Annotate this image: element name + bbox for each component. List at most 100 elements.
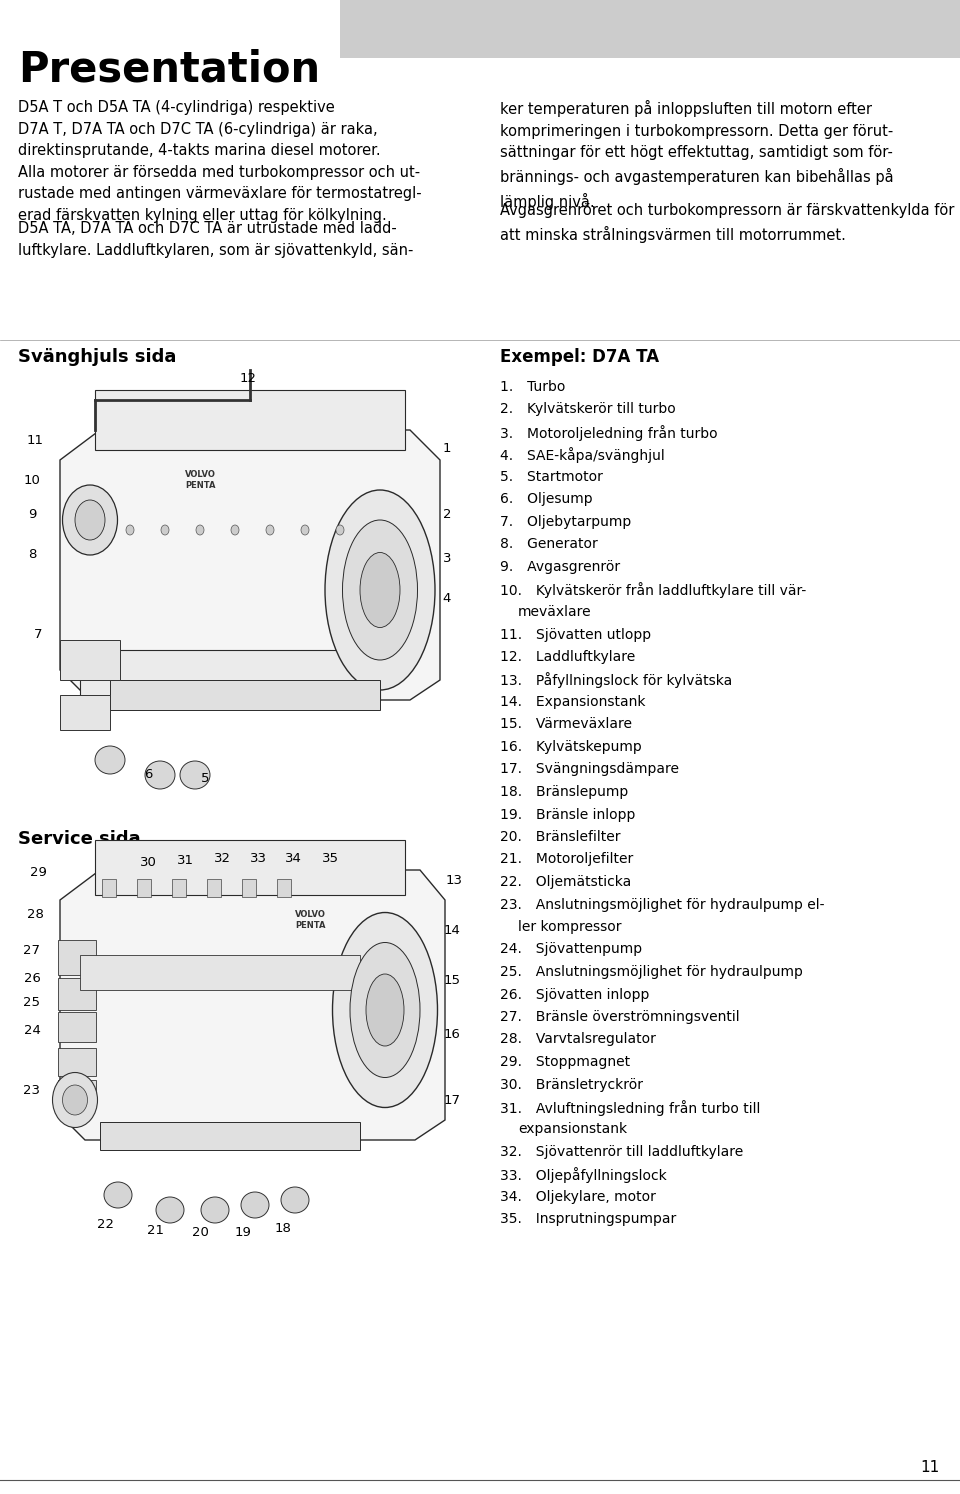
Text: 33: 33 (250, 852, 267, 865)
Bar (137, 878, 151, 896)
Text: meväxlare: meväxlare (518, 605, 591, 619)
Bar (95, 840, 405, 895)
Polygon shape (60, 870, 445, 1140)
Text: 1. Turbo: 1. Turbo (500, 379, 565, 394)
Text: 30: 30 (139, 856, 156, 868)
Text: 19. Bränsle inlopp: 19. Bränsle inlopp (500, 807, 636, 822)
Bar (110, 680, 380, 710)
Bar (80, 650, 380, 701)
Text: Avgasgrenröret och turbokompressorn är färskvattenkylda för att minska strålning: Avgasgrenröret och turbokompressorn är f… (500, 203, 954, 244)
Ellipse shape (301, 524, 309, 535)
Text: 3: 3 (443, 551, 451, 565)
Text: 15. Värmeväxlare: 15. Värmeväxlare (500, 717, 632, 732)
Text: 31. Avluftningsledning från turbo till: 31. Avluftningsledning från turbo till (500, 1100, 760, 1116)
Ellipse shape (366, 974, 404, 1046)
Text: 6: 6 (144, 768, 153, 781)
Polygon shape (60, 430, 440, 701)
Bar (58, 1080, 96, 1106)
Bar (58, 1047, 96, 1076)
Bar (340, 0, 960, 58)
Text: 22: 22 (97, 1219, 113, 1231)
Text: 12: 12 (239, 372, 256, 384)
Bar (58, 1011, 96, 1041)
Text: 14: 14 (444, 923, 461, 937)
Ellipse shape (343, 520, 418, 660)
Text: 21: 21 (147, 1224, 163, 1237)
Text: 16: 16 (444, 1028, 461, 1041)
Ellipse shape (156, 1197, 184, 1224)
Ellipse shape (145, 760, 175, 789)
Text: D5A TA, D7A TA och D7C TA är utrustade med ladd-
luftkylare. Laddluftkylaren, so: D5A TA, D7A TA och D7C TA är utrustade m… (18, 221, 414, 257)
Text: 16. Kylvätskepump: 16. Kylvätskepump (500, 740, 641, 754)
Text: 25: 25 (23, 995, 40, 1008)
Text: 21. Motoroljefilter: 21. Motoroljefilter (500, 853, 634, 867)
Text: 1: 1 (443, 442, 451, 454)
Ellipse shape (336, 524, 344, 535)
Ellipse shape (62, 1085, 87, 1115)
Text: 17: 17 (444, 1094, 461, 1107)
Ellipse shape (360, 553, 400, 627)
Text: expansionstank: expansionstank (518, 1122, 627, 1137)
Ellipse shape (75, 500, 105, 539)
Text: 27. Bränsle överströmningsventil: 27. Bränsle överströmningsventil (500, 1010, 739, 1023)
Text: 11. Sjövatten utlopp: 11. Sjövatten utlopp (500, 627, 651, 641)
Text: 33. Oljepåfyllningslock: 33. Oljepåfyllningslock (500, 1167, 667, 1183)
Text: 5. Startmotor: 5. Startmotor (500, 471, 603, 484)
Text: Service sida: Service sida (18, 831, 140, 849)
Text: 35: 35 (322, 852, 339, 865)
Text: VOLVO
PENTA: VOLVO PENTA (295, 910, 325, 929)
Bar (277, 878, 291, 896)
Bar (58, 940, 96, 976)
Text: 11: 11 (921, 1460, 940, 1475)
Text: 8: 8 (28, 548, 36, 562)
Text: 18: 18 (275, 1222, 292, 1234)
Text: 27: 27 (23, 944, 40, 956)
Text: 17. Svängningsdämpare: 17. Svängningsdämpare (500, 762, 679, 777)
Text: 13: 13 (445, 874, 463, 886)
Ellipse shape (161, 524, 169, 535)
Text: D5A T och D5A TA (4-cylindriga) respektive
D7A T, D7A TA och D7C TA (6-cylindrig: D5A T och D5A TA (4-cylindriga) respekti… (18, 100, 421, 223)
Text: 23. Anslutningsmöjlighet för hydraulpump el-: 23. Anslutningsmöjlighet för hydraulpump… (500, 898, 825, 911)
Text: 6. Oljesump: 6. Oljesump (500, 493, 592, 506)
Text: 9. Avgasgrenrör: 9. Avgasgrenrör (500, 560, 620, 574)
Text: 3. Motoroljeledning från turbo: 3. Motoroljeledning från turbo (500, 424, 718, 441)
Bar (207, 878, 221, 896)
Ellipse shape (266, 524, 274, 535)
Text: 8. Generator: 8. Generator (500, 538, 598, 551)
Text: 32. Sjövattenrör till laddluftkylare: 32. Sjövattenrör till laddluftkylare (500, 1144, 743, 1159)
Bar (242, 878, 256, 896)
Ellipse shape (126, 524, 134, 535)
Ellipse shape (196, 524, 204, 535)
Ellipse shape (325, 490, 435, 690)
Ellipse shape (95, 746, 125, 774)
Text: 34: 34 (284, 852, 301, 865)
Text: 7. Oljebytarpump: 7. Oljebytarpump (500, 515, 632, 529)
Text: 9: 9 (28, 508, 36, 521)
Text: 25. Anslutningsmöjlighet för hydraulpump: 25. Anslutningsmöjlighet för hydraulpump (500, 965, 803, 979)
Text: 10: 10 (24, 474, 40, 487)
Bar (100, 1122, 360, 1150)
Text: 18. Bränslepump: 18. Bränslepump (500, 784, 628, 799)
Ellipse shape (281, 1188, 309, 1213)
Bar (80, 955, 360, 991)
Ellipse shape (241, 1192, 269, 1218)
Ellipse shape (201, 1197, 229, 1224)
Text: 32: 32 (213, 852, 230, 865)
Text: 2: 2 (443, 508, 451, 521)
Bar (60, 639, 120, 680)
Bar (58, 979, 96, 1010)
Text: Exempel: D7A TA: Exempel: D7A TA (500, 348, 660, 366)
Bar (95, 390, 405, 450)
Text: 7: 7 (34, 629, 42, 641)
Ellipse shape (53, 1073, 98, 1128)
Text: 15: 15 (444, 974, 461, 986)
Text: 26. Sjövatten inlopp: 26. Sjövatten inlopp (500, 988, 649, 1001)
Text: VOLVO
PENTA: VOLVO PENTA (184, 471, 215, 490)
Text: 19: 19 (234, 1225, 252, 1239)
Text: 22. Oljemätsticka: 22. Oljemätsticka (500, 875, 632, 889)
Ellipse shape (62, 486, 117, 554)
Text: ker temperaturen på inloppsluften till motorn efter
komprimeringen i turbokompre: ker temperaturen på inloppsluften till m… (500, 100, 894, 209)
Text: 13. Påfyllningslock för kylvätska: 13. Påfyllningslock för kylvätska (500, 672, 732, 689)
Text: 20. Bränslefilter: 20. Bränslefilter (500, 831, 620, 844)
Text: 4: 4 (443, 592, 451, 605)
